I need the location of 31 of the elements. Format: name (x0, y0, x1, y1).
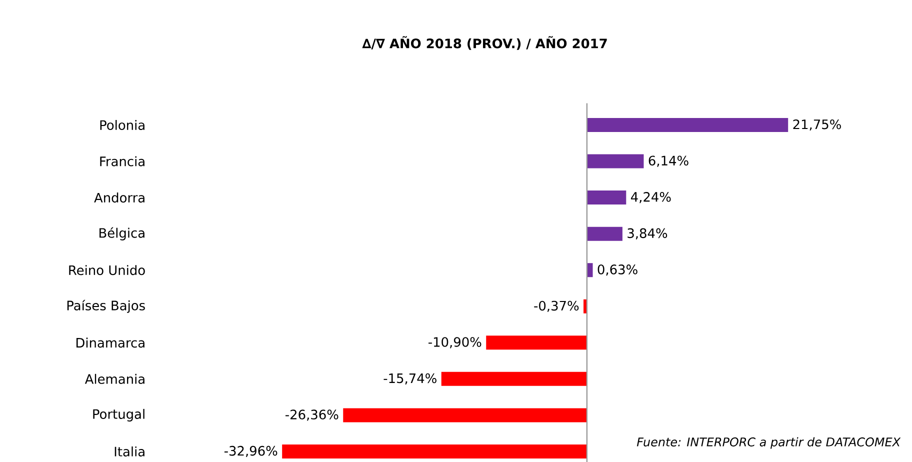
bar (441, 372, 587, 386)
bar (486, 336, 587, 350)
chart-title: ∆/∇ AÑO 2018 (PROV.) / AÑO 2017 (362, 36, 607, 50)
data-label: -10,90% (428, 337, 482, 348)
y-tick-label: Dinamarca (76, 338, 144, 348)
data-label: 21,75% (793, 119, 841, 131)
bar (343, 408, 587, 422)
bar (586, 263, 593, 278)
bar (586, 118, 788, 132)
y-tick-label: Portugal (93, 408, 144, 422)
y-tick-label: Países Bajos (67, 300, 145, 313)
bar (586, 190, 626, 205)
y-tick-label: Francia (100, 156, 144, 166)
data-label: 4,24% (630, 192, 671, 204)
data-label: 6,14% (648, 156, 688, 167)
y-tick-label: Andorra (94, 192, 144, 203)
y-tick-label: Bélgica (100, 227, 144, 240)
bar (586, 154, 644, 168)
data-label: -15,74% (384, 373, 436, 384)
y-tick-label: Alemania (84, 374, 144, 384)
data-label: 3,84% (628, 228, 668, 240)
data-label: 0,63% (598, 264, 638, 276)
y-tick-label: Polonia (100, 120, 144, 130)
data-label: -0,37% (534, 300, 579, 312)
bar (282, 444, 587, 458)
annotation: Fuente: INTERPORC a partir de DATACOMEX (636, 437, 901, 449)
data-label: -32,96% (224, 446, 278, 458)
y-tick-label: Reino Unido (69, 265, 145, 276)
y-tick-label: Italia (114, 446, 144, 456)
bar (586, 226, 622, 241)
data-label: -26,36% (286, 410, 338, 421)
